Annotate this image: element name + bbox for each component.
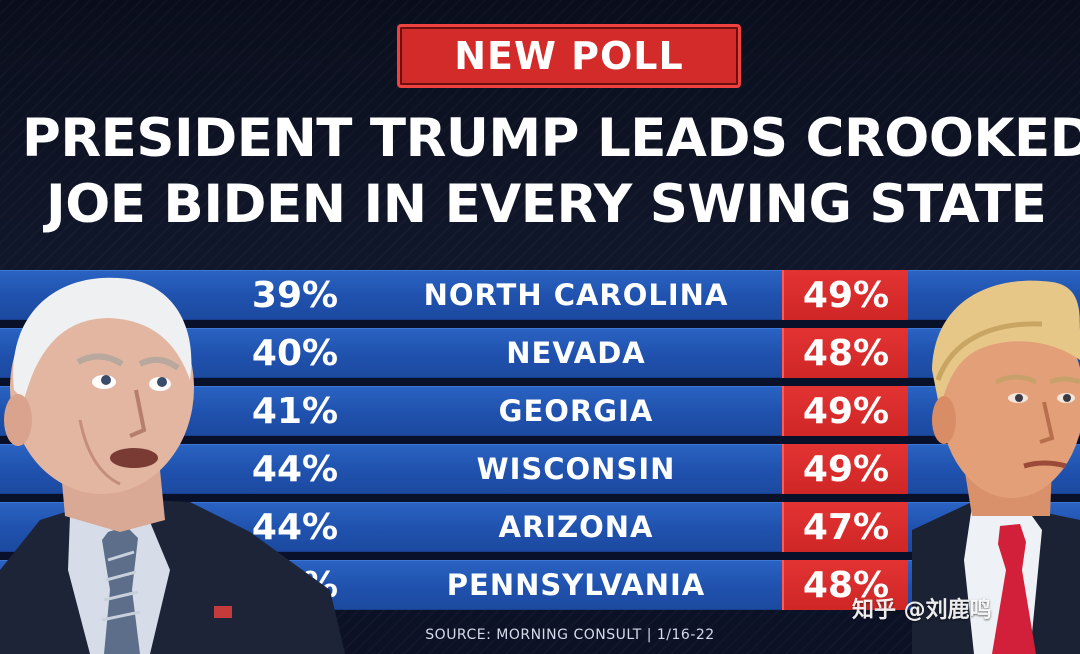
row-divider [0,494,1080,502]
state-name: PENNSYLVANIA [446,568,706,602]
biden-percent: 40% [251,332,339,374]
state-name: NORTH CAROLINA [423,278,729,312]
state-name: GEORGIA [498,394,654,428]
biden-portrait [0,277,345,654]
trump-percent: 48% [782,560,908,610]
row-divider [0,320,1080,328]
row-divider [0,378,1080,386]
row-divider [0,436,1080,444]
biden-percent: 39% [251,274,339,316]
row-divider [0,552,1080,560]
trump-percent: 49% [782,386,908,436]
headline: PRESIDENT TRUMP LEADS CROOKED JOE BIDEN … [22,106,1080,238]
state-name: NEVADA [506,336,646,370]
biden-percent: 44% [251,448,339,490]
source-note: SOURCE: MORNING CONSULT | 1/16-22 [425,627,715,643]
trump-percent: 49% [782,444,908,494]
watermark: 知乎 @刘鹿鸣 [852,598,992,623]
state-name: ARIZONA [498,510,654,544]
state-name: WISCONSIN [476,452,676,486]
biden-percent: 41% [251,390,339,432]
headline-line-2: JOE BIDEN IN EVERY SWING STATE [46,174,1047,235]
biden-percent: 44% [251,506,339,548]
trump-percent: 47% [782,502,908,552]
trump-portrait [912,280,1080,654]
trump-percent: 48% [782,328,908,378]
headline-line-1: PRESIDENT TRUMP LEADS CROOKED [22,108,1080,169]
trump-percent: 49% [782,270,908,320]
new-poll-badge: NEW POLL [397,24,741,88]
